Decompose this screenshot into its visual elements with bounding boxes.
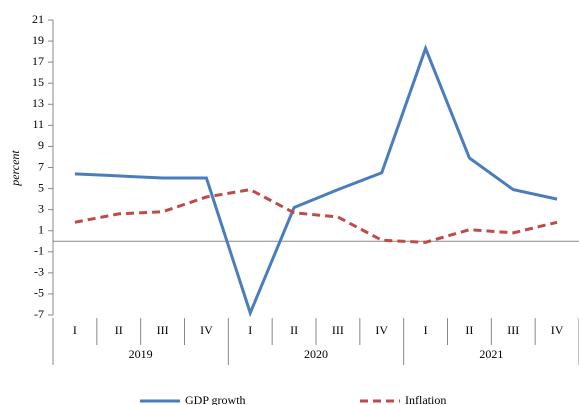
series-line [74, 44, 558, 318]
y-tick-label: 11 [32, 117, 44, 131]
y-tick-label: -1 [34, 244, 44, 258]
y-tick-label: 19 [32, 33, 44, 47]
x-tick-label: IV [551, 323, 564, 337]
x-tick-label: III [332, 323, 344, 337]
year-label: 2019 [129, 347, 153, 361]
x-tick-label: IV [200, 323, 213, 337]
y-axis-label: percent [8, 150, 22, 187]
y-tick-label: 9 [38, 138, 44, 152]
year-label: 2020 [304, 347, 328, 361]
legend-label: Inflation [405, 393, 446, 405]
x-tick-label: I [248, 323, 252, 337]
x-tick-label: III [157, 323, 169, 337]
x-tick-label: III [507, 323, 519, 337]
x-tick-label: I [424, 323, 428, 337]
x-tick-label: IV [375, 323, 388, 337]
legend-label: GDP growth [185, 393, 246, 405]
x-tick-label: II [290, 323, 298, 337]
x-tick-label: II [115, 323, 123, 337]
y-tick-label: 15 [32, 75, 44, 89]
y-tick-label: 21 [32, 12, 44, 26]
y-tick-label: 5 [38, 180, 44, 194]
series-line [74, 188, 558, 244]
x-tick-label: II [465, 323, 473, 337]
y-tick-label: 13 [32, 96, 44, 110]
y-tick-label: 3 [38, 201, 44, 215]
year-label: 2021 [479, 347, 503, 361]
y-tick-label: 17 [32, 54, 44, 68]
y-tick-label: -7 [34, 307, 44, 321]
y-tick-label: -3 [34, 265, 44, 279]
y-tick-label: 7 [38, 159, 44, 173]
y-tick-label: 1 [38, 222, 44, 236]
x-tick-label: I [73, 323, 77, 337]
y-tick-label: -5 [34, 286, 44, 300]
